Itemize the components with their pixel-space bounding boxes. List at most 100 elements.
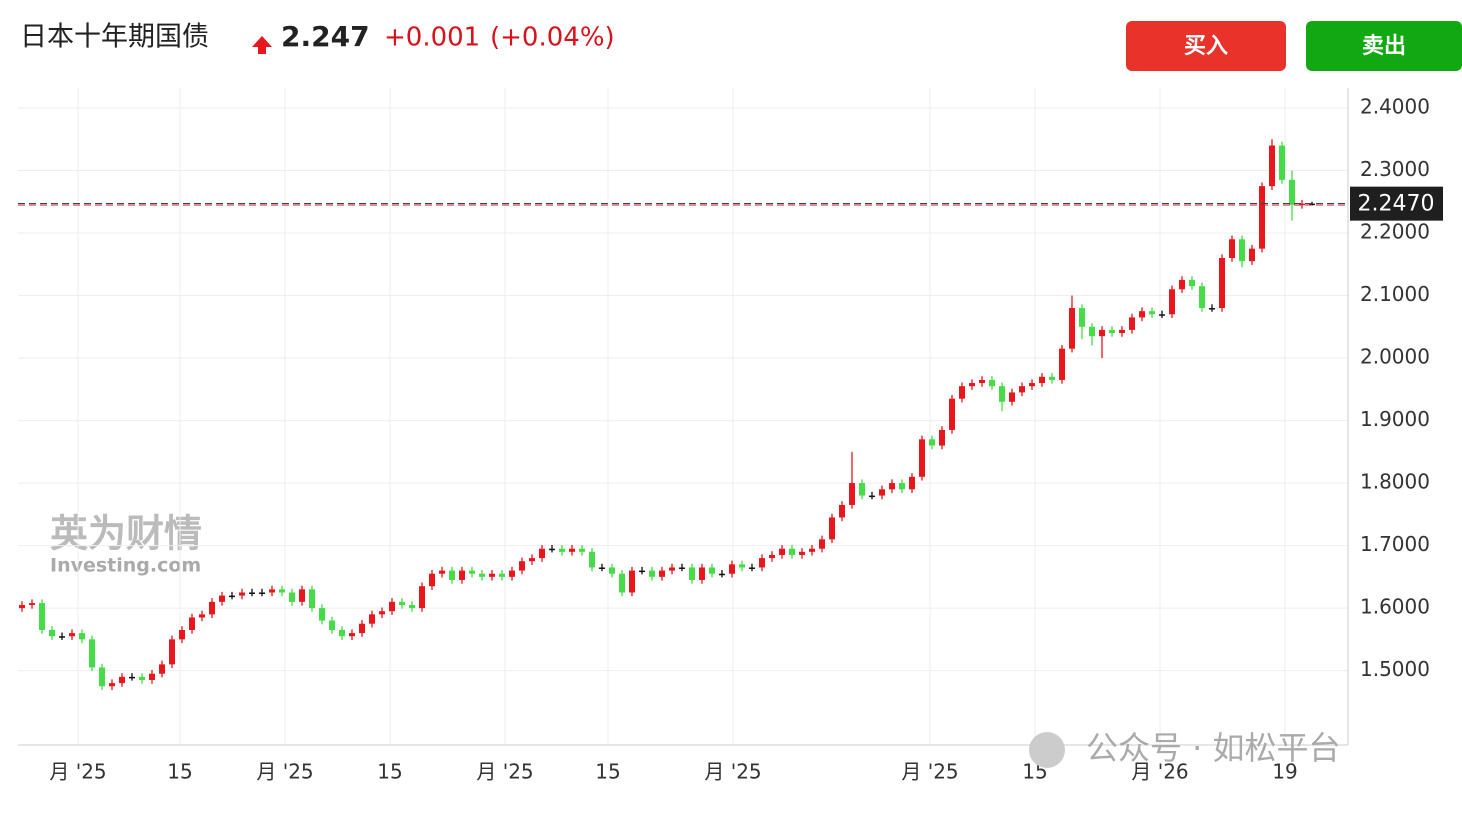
candle-body: [1179, 279, 1185, 290]
candle-body: [1269, 145, 1275, 187]
candle-body: [39, 603, 45, 630]
candle-body: [519, 561, 525, 571]
candle-body: [19, 604, 25, 609]
y-tick-label: 2.0000: [1360, 345, 1430, 369]
candle-body: [99, 667, 105, 687]
candle-body: [49, 629, 55, 637]
candle-body: [959, 386, 965, 399]
sell-button-bg[interactable]: [1306, 21, 1462, 71]
candle-body: [189, 617, 195, 630]
buy-button[interactable]: 买入: [1126, 21, 1286, 71]
candle-body: [719, 573, 725, 576]
candle-body: [1199, 286, 1205, 309]
candle-body: [409, 604, 415, 609]
candle-body: [439, 570, 445, 574]
candle-body: [139, 676, 145, 680]
x-tick-label: 月 '25: [49, 760, 106, 784]
candle-body: [549, 548, 555, 551]
candle-body: [359, 623, 365, 634]
y-tick-label: 2.2000: [1360, 220, 1430, 244]
candle-body: [1049, 376, 1055, 380]
candle-body: [199, 614, 205, 618]
candle-body: [529, 558, 535, 562]
candle-body: [299, 589, 305, 602]
candle-body: [619, 573, 625, 593]
candle-body: [239, 592, 245, 596]
candle-body: [179, 629, 185, 640]
y-tick-label: 2.4000: [1360, 95, 1430, 119]
candle-body: [1029, 383, 1035, 387]
candle-body: [699, 567, 705, 580]
candle-body: [539, 548, 545, 559]
candle-body: [379, 611, 385, 615]
candle-body: [759, 558, 765, 568]
candle-body: [89, 639, 95, 668]
candle-body: [579, 548, 585, 552]
candle-body: [149, 673, 155, 680]
candle-body: [169, 639, 175, 665]
wechat-icon: [1029, 732, 1065, 768]
instrument-title: 日本十年期国债: [20, 22, 209, 53]
candle-body: [739, 564, 745, 568]
candle-body: [1299, 203, 1305, 206]
candle-body: [369, 614, 375, 624]
candle-body: [1249, 248, 1255, 262]
candle-body: [209, 601, 215, 615]
candle-body: [609, 567, 615, 574]
buy-label[interactable]: 买入: [1184, 34, 1228, 59]
candle-body: [689, 567, 695, 580]
candle-body: [1069, 308, 1075, 349]
buy-button-bg[interactable]: [1126, 21, 1286, 71]
candle-body: [679, 567, 685, 569]
candle-body: [509, 570, 515, 577]
candle-body: [1169, 289, 1175, 315]
candle-body: [269, 589, 275, 593]
candle-body: [809, 548, 815, 552]
candle-body: [1089, 326, 1095, 337]
candle-body: [349, 633, 355, 637]
candle-body: [319, 608, 325, 621]
candle-body: [279, 589, 285, 593]
candle-body: [899, 483, 905, 490]
candle-body: [859, 483, 865, 496]
candle-body: [599, 567, 605, 569]
candle-body: [1229, 239, 1235, 259]
candle-body: [59, 636, 65, 638]
candle-body: [919, 439, 925, 477]
candle-body: [819, 539, 825, 549]
candle-body: [1109, 329, 1115, 334]
candle-body: [1039, 376, 1045, 384]
candle-body: [249, 592, 255, 594]
y-tick-label: 1.5000: [1360, 657, 1430, 681]
candle-body: [1119, 329, 1125, 334]
last-price-label: 2.2470: [1358, 192, 1435, 217]
candle-body: [1059, 348, 1065, 380]
sell-label[interactable]: 卖出: [1362, 33, 1406, 59]
x-tick-label: 月 '25: [704, 760, 761, 784]
sell-button[interactable]: 卖出: [1306, 21, 1462, 71]
candle-body: [1279, 145, 1285, 180]
candle-body: [1159, 314, 1165, 316]
candle-body: [429, 573, 435, 587]
wechat-watermark: 公众号 · 如松平台: [1086, 729, 1341, 767]
candle-body: [109, 683, 115, 687]
candle-body: [949, 398, 955, 430]
candle-body: [929, 439, 935, 446]
candle-body: [329, 620, 335, 630]
candle-body: [839, 504, 845, 518]
candle-body: [1219, 258, 1225, 309]
candle-body: [29, 603, 35, 605]
candle-body: [1019, 386, 1025, 393]
candle-body: [159, 664, 165, 674]
candle-body: [669, 567, 675, 571]
y-tick-label: 2.3000: [1360, 157, 1430, 181]
x-tick-label: 19: [1272, 760, 1297, 784]
candle-body: [229, 595, 235, 598]
candle-body: [479, 573, 485, 577]
y-tick-label: 1.8000: [1360, 470, 1430, 494]
candle-body: [989, 379, 995, 387]
candle-body: [1259, 186, 1265, 249]
candle-body: [1189, 279, 1195, 287]
candle-body: [789, 548, 795, 555]
candle-body: [489, 573, 495, 577]
